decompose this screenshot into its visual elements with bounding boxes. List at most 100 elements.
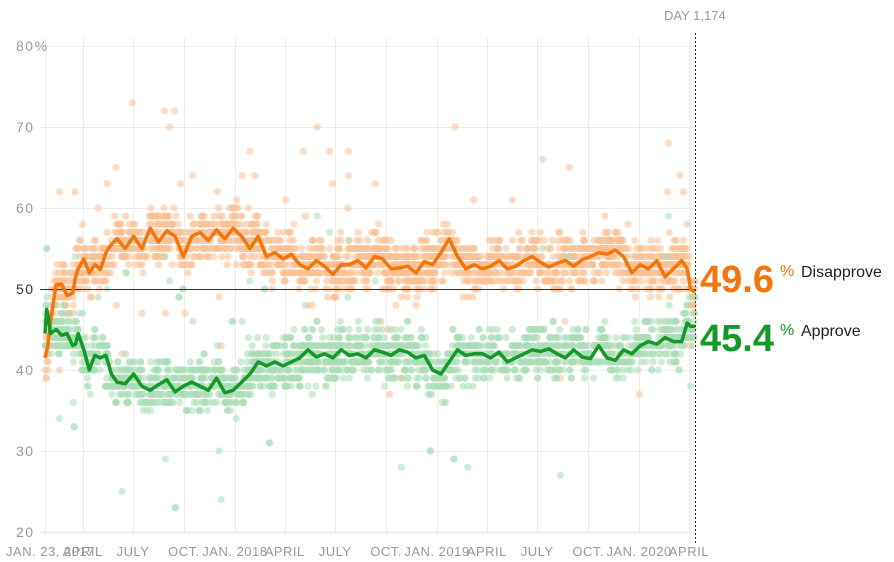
poll-dot bbox=[181, 309, 189, 317]
poll-dot bbox=[514, 253, 522, 261]
poll-dot bbox=[538, 155, 547, 163]
poll-dot bbox=[89, 244, 98, 253]
poll-dot bbox=[479, 334, 487, 342]
disapprove-value: 49.6 bbox=[700, 259, 774, 301]
poll-dot bbox=[282, 196, 290, 204]
x-tick-label: APRIL bbox=[467, 544, 507, 559]
poll-dot bbox=[330, 261, 338, 269]
poll-dot bbox=[449, 325, 457, 334]
poll-dot bbox=[590, 236, 598, 244]
poll-dot bbox=[410, 253, 418, 261]
poll-dot bbox=[375, 366, 383, 374]
poll-dot bbox=[290, 220, 298, 228]
poll-dot bbox=[401, 269, 409, 277]
poll-dot bbox=[551, 269, 560, 277]
poll-dot bbox=[364, 236, 372, 244]
poll-dot bbox=[531, 261, 539, 269]
poll-dot bbox=[555, 236, 563, 244]
poll-dot bbox=[503, 374, 511, 382]
x-tick-label: OCT. bbox=[168, 544, 200, 559]
poll-dot bbox=[424, 382, 433, 390]
poll-dot bbox=[244, 204, 253, 212]
poll-dot bbox=[248, 220, 256, 228]
poll-dot bbox=[161, 382, 169, 390]
poll-dot bbox=[411, 358, 419, 366]
poll-dot bbox=[246, 277, 254, 285]
poll-dot bbox=[639, 269, 648, 277]
poll-dot bbox=[188, 406, 196, 415]
poll-dot bbox=[175, 374, 183, 382]
poll-dot bbox=[344, 204, 352, 212]
poll-dot bbox=[589, 374, 598, 382]
poll-dot bbox=[364, 374, 372, 382]
poll-dot bbox=[428, 390, 436, 398]
poll-dot bbox=[598, 334, 606, 342]
poll-dot bbox=[155, 261, 163, 269]
poll-dot bbox=[672, 358, 680, 366]
poll-dot bbox=[64, 325, 72, 334]
poll-dot bbox=[146, 212, 154, 220]
poll-dot bbox=[602, 269, 610, 277]
poll-dot bbox=[237, 358, 245, 366]
poll-dot bbox=[78, 358, 86, 366]
poll-dot bbox=[423, 269, 431, 277]
poll-dot bbox=[353, 236, 361, 244]
poll-dot bbox=[301, 212, 310, 220]
poll-dot bbox=[248, 350, 256, 358]
poll-dot bbox=[432, 374, 440, 382]
poll-dot bbox=[538, 244, 547, 253]
poll-dot bbox=[386, 277, 394, 285]
disapprove-readout: 49.6 % Disapprove bbox=[700, 259, 882, 301]
poll-dot bbox=[490, 269, 498, 277]
poll-dot bbox=[289, 236, 297, 244]
poll-dot bbox=[467, 334, 475, 342]
poll-dot bbox=[559, 269, 567, 277]
poll-dot bbox=[656, 244, 665, 253]
poll-dot bbox=[580, 236, 588, 244]
poll-dot bbox=[582, 261, 591, 269]
poll-dot bbox=[313, 123, 321, 131]
poll-dot bbox=[534, 342, 543, 350]
poll-dot bbox=[238, 172, 246, 180]
poll-dot bbox=[402, 358, 410, 366]
poll-dot bbox=[685, 253, 693, 261]
poll-dot bbox=[654, 253, 663, 261]
poll-dot bbox=[540, 236, 548, 244]
poll-dot bbox=[345, 253, 353, 261]
poll-dot bbox=[301, 301, 310, 309]
poll-dot bbox=[502, 366, 510, 374]
poll-dot bbox=[631, 236, 639, 244]
poll-dot bbox=[569, 244, 578, 253]
poll-dot bbox=[381, 358, 390, 366]
poll-dot bbox=[493, 325, 501, 334]
poll-dot bbox=[537, 325, 545, 334]
poll-dot bbox=[248, 342, 256, 350]
poll-dot bbox=[429, 277, 437, 285]
poll-dot bbox=[560, 358, 568, 366]
disapprove-trend-line bbox=[43, 226, 697, 359]
poll-dot bbox=[601, 317, 609, 325]
poll-dot bbox=[642, 358, 650, 366]
poll-dot bbox=[597, 325, 605, 334]
poll-dot bbox=[146, 374, 155, 382]
poll-dot bbox=[218, 366, 226, 374]
poll-dot bbox=[661, 350, 670, 358]
poll-dot bbox=[434, 350, 442, 358]
poll-dot bbox=[299, 366, 308, 374]
poll-dot bbox=[666, 342, 674, 350]
poll-dot bbox=[253, 212, 261, 220]
poll-dot bbox=[345, 374, 353, 382]
poll-dot bbox=[353, 269, 361, 277]
poll-dot bbox=[387, 236, 395, 244]
poll-dot bbox=[412, 301, 420, 309]
poll-dot bbox=[163, 366, 171, 374]
poll-dot bbox=[549, 317, 557, 325]
poll-dot bbox=[182, 406, 191, 415]
poll-dot bbox=[237, 212, 245, 220]
poll-dot bbox=[188, 261, 196, 269]
poll-dot bbox=[117, 220, 125, 228]
disapprove-percent-sign: % bbox=[780, 263, 794, 280]
poll-dot bbox=[221, 244, 229, 253]
poll-dot bbox=[643, 253, 651, 261]
poll-dot bbox=[601, 212, 609, 220]
